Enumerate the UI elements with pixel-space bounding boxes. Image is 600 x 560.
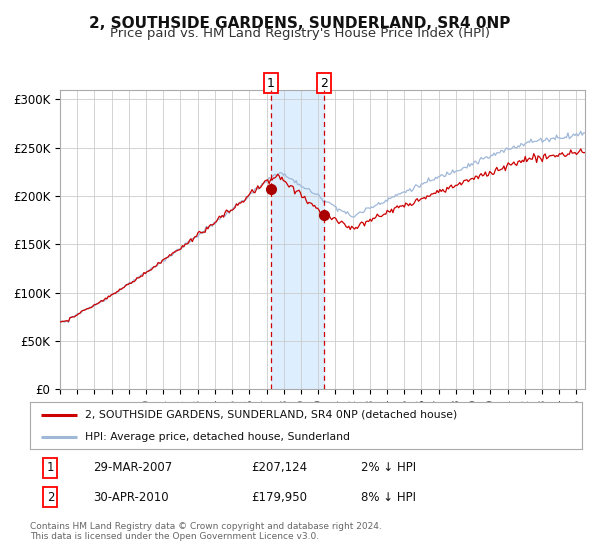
Text: 30-APR-2010: 30-APR-2010 (94, 491, 169, 503)
Text: Price paid vs. HM Land Registry's House Price Index (HPI): Price paid vs. HM Land Registry's House … (110, 27, 490, 40)
Bar (271, 90, 324, 389)
Text: 2: 2 (320, 77, 328, 90)
Text: HPI: Average price, detached house, Sunderland: HPI: Average price, detached house, Sund… (85, 432, 350, 442)
Text: 1: 1 (267, 77, 275, 90)
Text: Contains HM Land Registry data © Crown copyright and database right 2024.
This d: Contains HM Land Registry data © Crown c… (30, 522, 382, 542)
Text: 8% ↓ HPI: 8% ↓ HPI (361, 491, 416, 503)
Text: 2: 2 (47, 491, 54, 503)
Text: £207,124: £207,124 (251, 461, 307, 474)
Text: £179,950: £179,950 (251, 491, 307, 503)
Text: 29-MAR-2007: 29-MAR-2007 (94, 461, 173, 474)
Text: 2, SOUTHSIDE GARDENS, SUNDERLAND, SR4 0NP (detached house): 2, SOUTHSIDE GARDENS, SUNDERLAND, SR4 0N… (85, 410, 457, 420)
Text: 2, SOUTHSIDE GARDENS, SUNDERLAND, SR4 0NP: 2, SOUTHSIDE GARDENS, SUNDERLAND, SR4 0N… (89, 16, 511, 31)
Text: 1: 1 (47, 461, 54, 474)
Text: 2% ↓ HPI: 2% ↓ HPI (361, 461, 416, 474)
